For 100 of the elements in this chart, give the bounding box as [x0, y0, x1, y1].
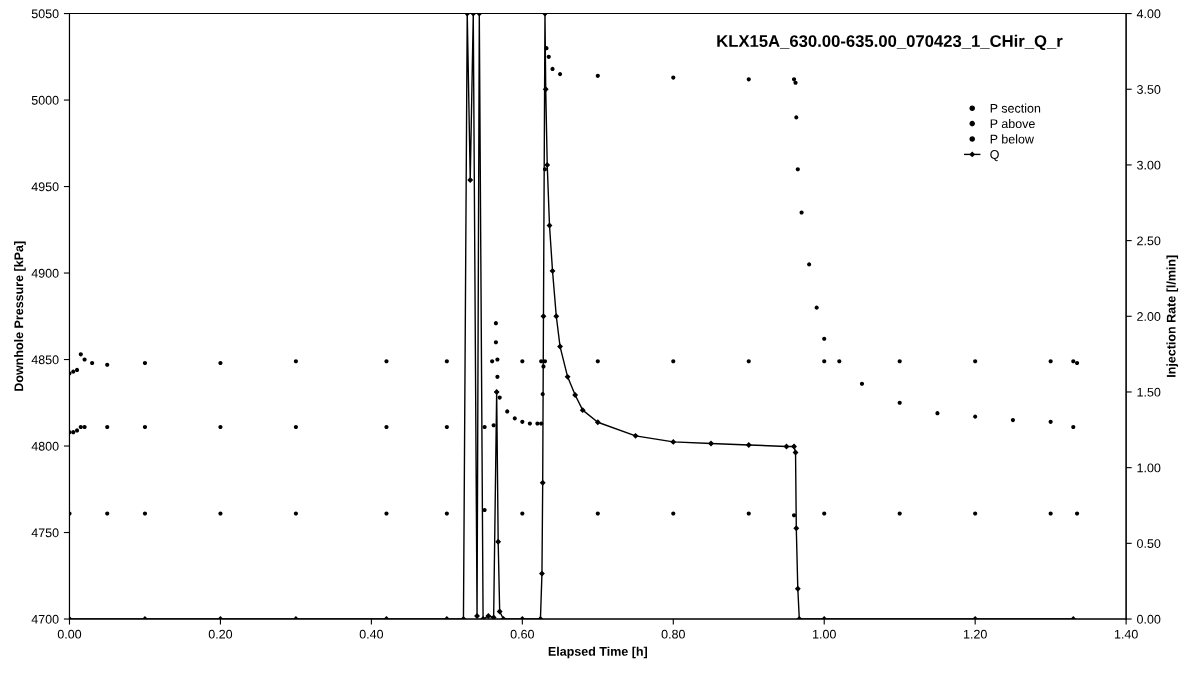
- point: [539, 359, 544, 364]
- point: [384, 511, 389, 516]
- point: [837, 359, 842, 364]
- point: [793, 525, 799, 531]
- point: [218, 360, 223, 366]
- point: [783, 443, 790, 450]
- point: [564, 374, 571, 380]
- point: [795, 586, 801, 592]
- y2-tick-label: 3.00: [1137, 160, 1161, 170]
- x-tick-label: 0.20: [208, 629, 233, 639]
- y2-tick-label: 2.50: [1137, 236, 1161, 246]
- y2-tick-label: 3.50: [1137, 85, 1161, 94]
- point: [807, 262, 812, 267]
- point: [746, 359, 751, 364]
- point: [799, 210, 804, 215]
- x-tick-label: 1.20: [963, 629, 987, 639]
- point: [746, 77, 751, 82]
- y-tick-label: 4900: [31, 268, 59, 278]
- point: [384, 359, 389, 364]
- y2-tick-label: 2.00: [1137, 312, 1161, 321]
- point: [973, 414, 978, 419]
- y2-tick-label: 0.50: [1137, 539, 1161, 548]
- point: [71, 430, 76, 435]
- point: [580, 407, 586, 413]
- point: [467, 177, 473, 183]
- point: [822, 511, 827, 516]
- point: [595, 511, 600, 516]
- point: [544, 162, 550, 168]
- point: [541, 364, 546, 369]
- point: [791, 443, 797, 450]
- point: [293, 359, 298, 364]
- point: [542, 359, 548, 364]
- point: [540, 313, 547, 319]
- point: [74, 428, 80, 433]
- point: [494, 389, 500, 395]
- point: [444, 424, 449, 430]
- point: [493, 321, 498, 326]
- point: [822, 336, 827, 341]
- point: [859, 381, 865, 386]
- point: [105, 362, 110, 367]
- point: [553, 313, 559, 319]
- y2-tick-label: 4.00: [1136, 9, 1161, 19]
- point: [218, 424, 223, 430]
- point: [539, 570, 545, 577]
- point: [384, 424, 389, 430]
- point: [293, 424, 298, 430]
- point: [491, 423, 496, 428]
- y-tick-label: 4700: [31, 614, 59, 624]
- point: [897, 359, 902, 364]
- point: [74, 367, 80, 372]
- point: [795, 167, 800, 172]
- point: [793, 80, 798, 85]
- point: [495, 374, 500, 379]
- point: [490, 614, 497, 620]
- legend-label: Q: [990, 150, 999, 162]
- point: [544, 46, 549, 51]
- legend-label: P section: [990, 103, 1041, 113]
- point: [71, 369, 76, 374]
- point: [557, 72, 563, 77]
- point: [505, 409, 510, 414]
- x-tick-label: 1.00: [813, 629, 836, 639]
- y-tick-label: 5050: [31, 9, 59, 19]
- point: [546, 54, 551, 59]
- point: [90, 360, 95, 366]
- point: [485, 613, 492, 619]
- y2-tick-label: 0.00: [1137, 614, 1161, 624]
- y2-tick-label: 1.00: [1137, 463, 1161, 473]
- point: [670, 439, 676, 445]
- point: [1048, 419, 1053, 424]
- point: [497, 608, 503, 615]
- y-tick-label: 4750: [31, 528, 59, 538]
- point: [444, 511, 449, 516]
- y-tick-label: 4950: [31, 182, 59, 192]
- x-tick-label: 0.00: [57, 629, 82, 639]
- point: [632, 433, 639, 439]
- point: [543, 86, 549, 92]
- point: [444, 359, 449, 364]
- point: [82, 357, 87, 362]
- point: [746, 442, 752, 448]
- point: [142, 511, 148, 516]
- point: [520, 359, 525, 364]
- point: [482, 424, 487, 430]
- point: [572, 392, 578, 398]
- point: [791, 77, 797, 82]
- point: [78, 352, 83, 357]
- y-tick-label: 4850: [31, 355, 59, 365]
- point: [482, 507, 487, 513]
- point: [490, 359, 495, 364]
- point: [595, 359, 600, 364]
- point: [708, 440, 714, 447]
- point: [595, 419, 601, 425]
- point: [794, 115, 799, 120]
- point: [540, 480, 546, 486]
- y2-axis-title: Injection Rate [l/min]: [1166, 255, 1179, 377]
- point: [512, 416, 517, 421]
- point: [549, 268, 556, 274]
- point: [746, 511, 751, 516]
- point: [493, 340, 498, 345]
- text: KLX15A_630.00-635.00_070423_1_CHir_Q_r: [717, 34, 1063, 51]
- x-tick-label: 1.40: [1114, 629, 1138, 639]
